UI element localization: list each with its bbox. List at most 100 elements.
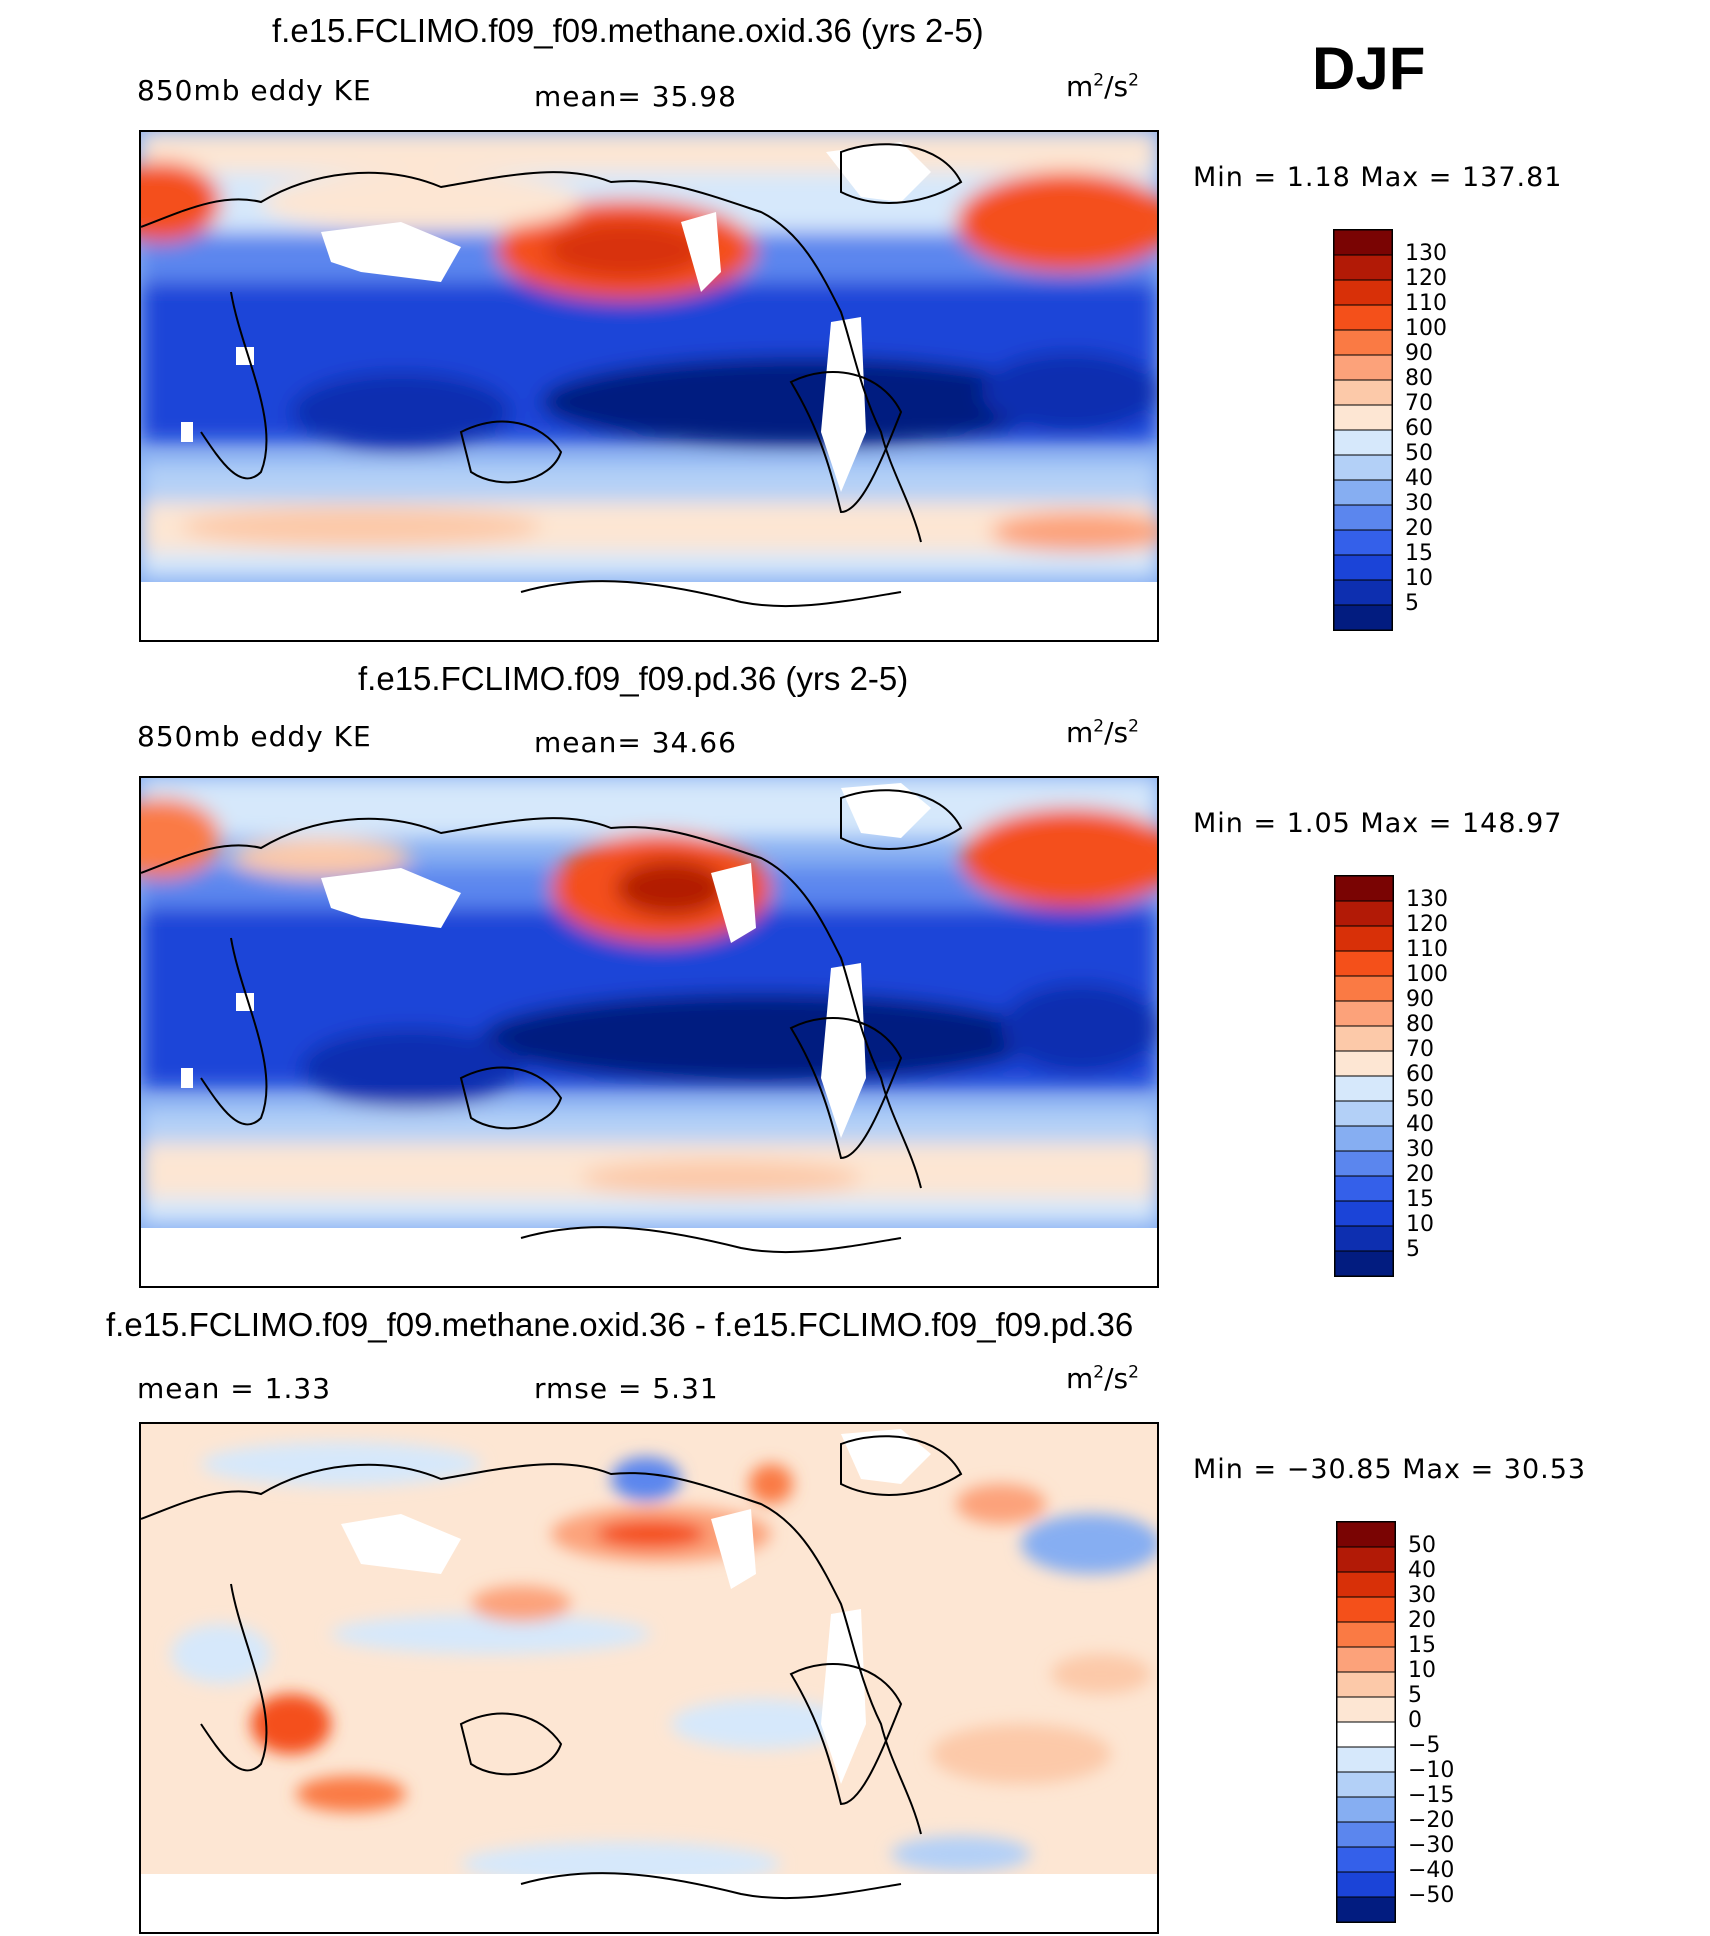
colorbar-tick-label: 100 (1405, 316, 1447, 341)
colorbar-swatch (1335, 1175, 1393, 1202)
colorbar-tick-label: −40 (1408, 1858, 1455, 1883)
colorbar-swatch (1335, 950, 1393, 977)
panel-3-units: m2/s2 (1066, 1362, 1139, 1395)
panel-2-variable-label: 850mb eddy KE (137, 720, 372, 753)
colorbar-tick-label: 50 (1405, 441, 1433, 466)
panel-1-variable-label: 850mb eddy KE (137, 74, 372, 107)
colorbar-tick-label: 30 (1406, 1137, 1434, 1162)
colorbar-tick-label: 120 (1405, 266, 1447, 291)
colorbar-tick-label: −5 (1408, 1733, 1441, 1758)
colorbar-swatch (1337, 1771, 1395, 1798)
colorbar-swatch (1337, 1621, 1395, 1648)
colorbar-tick-label: 10 (1406, 1212, 1434, 1237)
colorbar-tick-label: 40 (1405, 466, 1433, 491)
colorbar-swatch (1337, 1571, 1395, 1598)
colorbar-swatch (1335, 1250, 1393, 1276)
colorbar-swatch (1335, 876, 1393, 902)
panel-2-mean-label: mean= 34.66 (534, 726, 737, 759)
colorbar-swatch (1337, 1721, 1395, 1748)
panel-1-title: f.e15.FCLIMO.f09_f09.methane.oxid.36 (yr… (272, 12, 984, 49)
panel-2-map-field (141, 778, 1157, 1286)
panel-3-colorbar-swatches (1337, 1522, 1395, 1922)
panel-3-title: f.e15.FCLIMO.f09_f09.methane.oxid.36 - f… (106, 1306, 1134, 1343)
colorbar-swatch (1337, 1896, 1395, 1922)
colorbar-swatch (1334, 404, 1392, 431)
panel-1-colorbar-swatches (1334, 230, 1392, 630)
colorbar-swatch (1335, 1050, 1393, 1077)
colorbar-swatch (1335, 1075, 1393, 1102)
colorbar-swatch (1334, 454, 1392, 481)
colorbar-tick-label: 50 (1406, 1087, 1434, 1112)
colorbar-swatch (1335, 1150, 1393, 1177)
panel-3-mean-label: mean = 1.33 (137, 1372, 332, 1405)
panel-3-rmse-label: rmse = 5.31 (534, 1372, 719, 1405)
panel-3-map-field (141, 1424, 1157, 1932)
colorbar-swatch (1334, 354, 1392, 381)
colorbar-tick-label: 20 (1406, 1162, 1434, 1187)
colorbar-swatch (1335, 1100, 1393, 1127)
colorbar-swatch (1335, 1000, 1393, 1027)
colorbar-tick-label: 40 (1408, 1558, 1436, 1583)
colorbar-swatch (1334, 554, 1392, 581)
colorbar-tick-label: 90 (1406, 987, 1434, 1012)
panel-3-minmax: Min = −30.85 Max = 30.53 (1193, 1454, 1587, 1485)
panel-1-mean-label: mean= 35.98 (534, 80, 737, 113)
panel-1-map-field (141, 132, 1157, 640)
colorbar-swatch (1335, 925, 1393, 952)
colorbar-tick-label: 5 (1406, 1237, 1420, 1262)
panel-3-map (139, 1422, 1159, 1934)
colorbar-tick-label: 30 (1405, 491, 1433, 516)
colorbar-tick-label: 100 (1406, 962, 1448, 987)
colorbar-tick-label: 130 (1406, 887, 1448, 912)
colorbar-swatch (1337, 1522, 1395, 1548)
panel-1-map (139, 130, 1159, 642)
colorbar-swatch (1334, 329, 1392, 356)
colorbar-tick-label: 30 (1408, 1583, 1436, 1608)
colorbar-tick-label: 15 (1406, 1187, 1434, 1212)
colorbar-tick-label: 110 (1406, 937, 1448, 962)
colorbar-swatch (1337, 1646, 1395, 1673)
panel-1-minmax: Min = 1.18 Max = 137.81 (1193, 162, 1563, 193)
panel-2-minmax: Min = 1.05 Max = 148.97 (1193, 808, 1563, 839)
colorbar-swatch (1337, 1596, 1395, 1623)
colorbar-tick-label: 40 (1406, 1112, 1434, 1137)
colorbar-tick-label: 5 (1405, 591, 1419, 616)
colorbar-swatch (1334, 230, 1392, 256)
colorbar-tick-label: 10 (1408, 1658, 1436, 1683)
colorbar-tick-label: 80 (1406, 1012, 1434, 1037)
colorbar-swatch (1334, 579, 1392, 606)
panel-2-map (139, 776, 1159, 1288)
panel-3-colorbar (1336, 1521, 1396, 1923)
colorbar-swatch (1335, 1025, 1393, 1052)
panel-2-title: f.e15.FCLIMO.f09_f09.pd.36 (yrs 2-5) (358, 660, 909, 697)
panel-2-colorbar-swatches (1335, 876, 1393, 1276)
colorbar-tick-label: 20 (1405, 516, 1433, 541)
colorbar-swatch (1337, 1796, 1395, 1823)
colorbar-tick-label: −20 (1408, 1808, 1455, 1833)
colorbar-tick-label: 60 (1406, 1062, 1434, 1087)
colorbar-swatch (1335, 1125, 1393, 1152)
colorbar-swatch (1334, 254, 1392, 281)
colorbar-tick-label: −50 (1408, 1883, 1455, 1908)
colorbar-swatch (1334, 279, 1392, 306)
colorbar-swatch (1334, 304, 1392, 331)
colorbar-swatch (1335, 975, 1393, 1002)
colorbar-tick-label: 80 (1405, 366, 1433, 391)
colorbar-tick-label: −15 (1408, 1783, 1455, 1808)
colorbar-swatch (1335, 1200, 1393, 1227)
colorbar-swatch (1337, 1821, 1395, 1848)
colorbar-tick-label: 60 (1405, 416, 1433, 441)
colorbar-tick-label: 5 (1408, 1683, 1422, 1708)
season-label: DJF (1312, 35, 1426, 102)
colorbar-tick-label: 120 (1406, 912, 1448, 937)
panel-2-units: m2/s2 (1066, 716, 1139, 749)
colorbar-swatch (1335, 900, 1393, 927)
colorbar-swatch (1335, 1225, 1393, 1252)
colorbar-tick-label: 70 (1406, 1037, 1434, 1062)
panel-2-colorbar (1334, 875, 1394, 1277)
colorbar-swatch (1337, 1846, 1395, 1873)
colorbar-swatch (1334, 504, 1392, 531)
colorbar-swatch (1334, 379, 1392, 406)
panel-1-units: m2/s2 (1066, 70, 1139, 103)
colorbar-swatch (1337, 1746, 1395, 1773)
